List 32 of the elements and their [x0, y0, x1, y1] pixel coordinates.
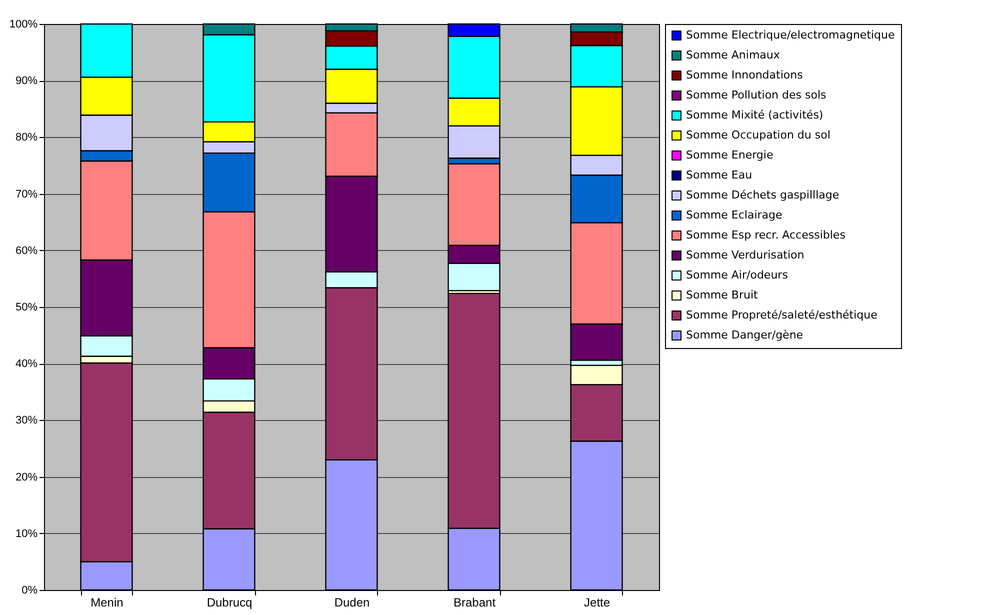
y-tick-label: 50% — [15, 302, 38, 314]
y-tick-label: 10% — [15, 528, 38, 540]
legend-label: Somme Eau — [686, 168, 752, 182]
y-tick-label: 60% — [15, 244, 38, 257]
legend-label: Somme Energie — [686, 148, 774, 162]
x-tick-label: Jette — [584, 596, 610, 610]
x-tick-label: Dubrucq — [206, 596, 252, 610]
legend-label: Somme Mixité (activités) — [686, 108, 824, 122]
y-tick-label: 90% — [15, 75, 38, 88]
legend-label: Somme Bruit — [686, 288, 759, 302]
y-tick-label: 100% — [9, 18, 38, 30]
y-tick-label: 40% — [15, 358, 38, 370]
y-tick-label: 30% — [15, 414, 38, 427]
legend-label: Somme Déchets gaspilllage — [686, 188, 840, 202]
x-tick-label: Menin — [90, 596, 124, 610]
x-tick-label: Brabant — [453, 596, 496, 610]
legend-label: Somme Esp recr. Accessibles — [686, 228, 846, 242]
x-tick-label: Duden — [334, 596, 370, 610]
legend-label: Somme Propreté/saleté/esthétique — [686, 308, 878, 322]
legend-label: Somme Electrique/electromagnetique — [686, 28, 896, 42]
legend-label: Somme Danger/gène — [686, 328, 804, 342]
y-tick-label: 0% — [22, 584, 38, 596]
y-tick-label: 20% — [15, 471, 38, 484]
legend-label: Somme Eclairage — [686, 208, 783, 222]
legend-label: Somme Air/odeurs — [686, 268, 788, 282]
legend-label: Somme Innondations — [686, 68, 804, 82]
y-tick-label: 70% — [15, 188, 38, 200]
legend-label: Somme Verdurisation — [686, 248, 804, 262]
legend-label: Somme Animaux — [686, 48, 780, 62]
legend-label: Somme Occupation du sol — [686, 128, 830, 142]
y-tick-label: 80% — [15, 132, 38, 144]
legend-label: Somme Pollution des sols — [686, 88, 827, 102]
